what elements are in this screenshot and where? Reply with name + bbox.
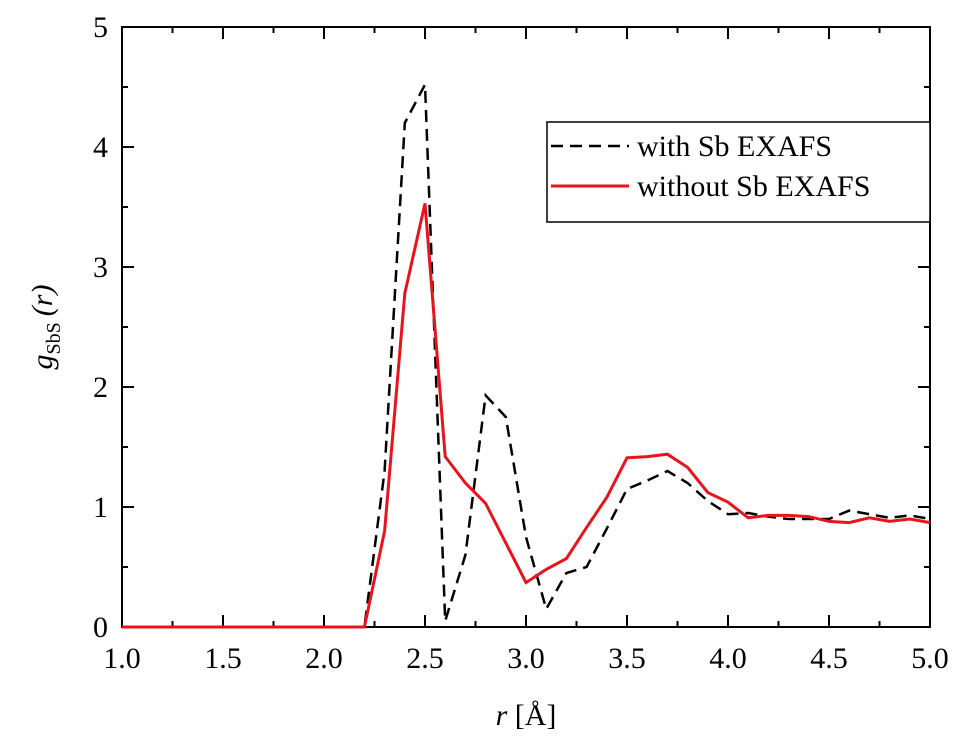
x-tick-label: 2.5	[406, 642, 444, 675]
x-tick-label: 3.5	[608, 642, 646, 675]
y-label-symbol: g	[26, 354, 59, 369]
x-tick-label: 1.0	[103, 642, 141, 675]
x-tick-label: 3.0	[507, 642, 545, 675]
y-label-subscript: SbS	[43, 322, 65, 354]
legend-label: with Sb EXAFS	[637, 130, 832, 163]
y-tick-label: 2	[93, 371, 108, 404]
legend-box	[546, 121, 931, 223]
x-tick-label: 5.0	[911, 642, 949, 675]
x-label-symbol: r	[496, 699, 508, 732]
x-tick-label: 4.0	[709, 642, 747, 675]
y-label-argument: (r)	[26, 285, 59, 317]
y-tick-label: 3	[93, 251, 108, 284]
y-tick-label: 0	[93, 611, 108, 644]
plot-frame	[121, 26, 931, 628]
x-label-unit: [Å]	[515, 699, 557, 732]
x-axis-label: r [Å]	[496, 699, 557, 732]
y-tick-label: 4	[93, 131, 108, 164]
x-tick-label: 1.5	[204, 642, 242, 675]
y-tick-label: 5	[93, 11, 108, 44]
y-tick-label: 1	[93, 491, 108, 524]
legend-label: without Sb EXAFS	[637, 170, 870, 203]
y-axis-label: gSbS (r)	[26, 285, 65, 370]
data-line	[122, 203, 931, 629]
x-tick-label: 2.0	[305, 642, 343, 675]
x-tick-label: 4.5	[810, 642, 848, 675]
